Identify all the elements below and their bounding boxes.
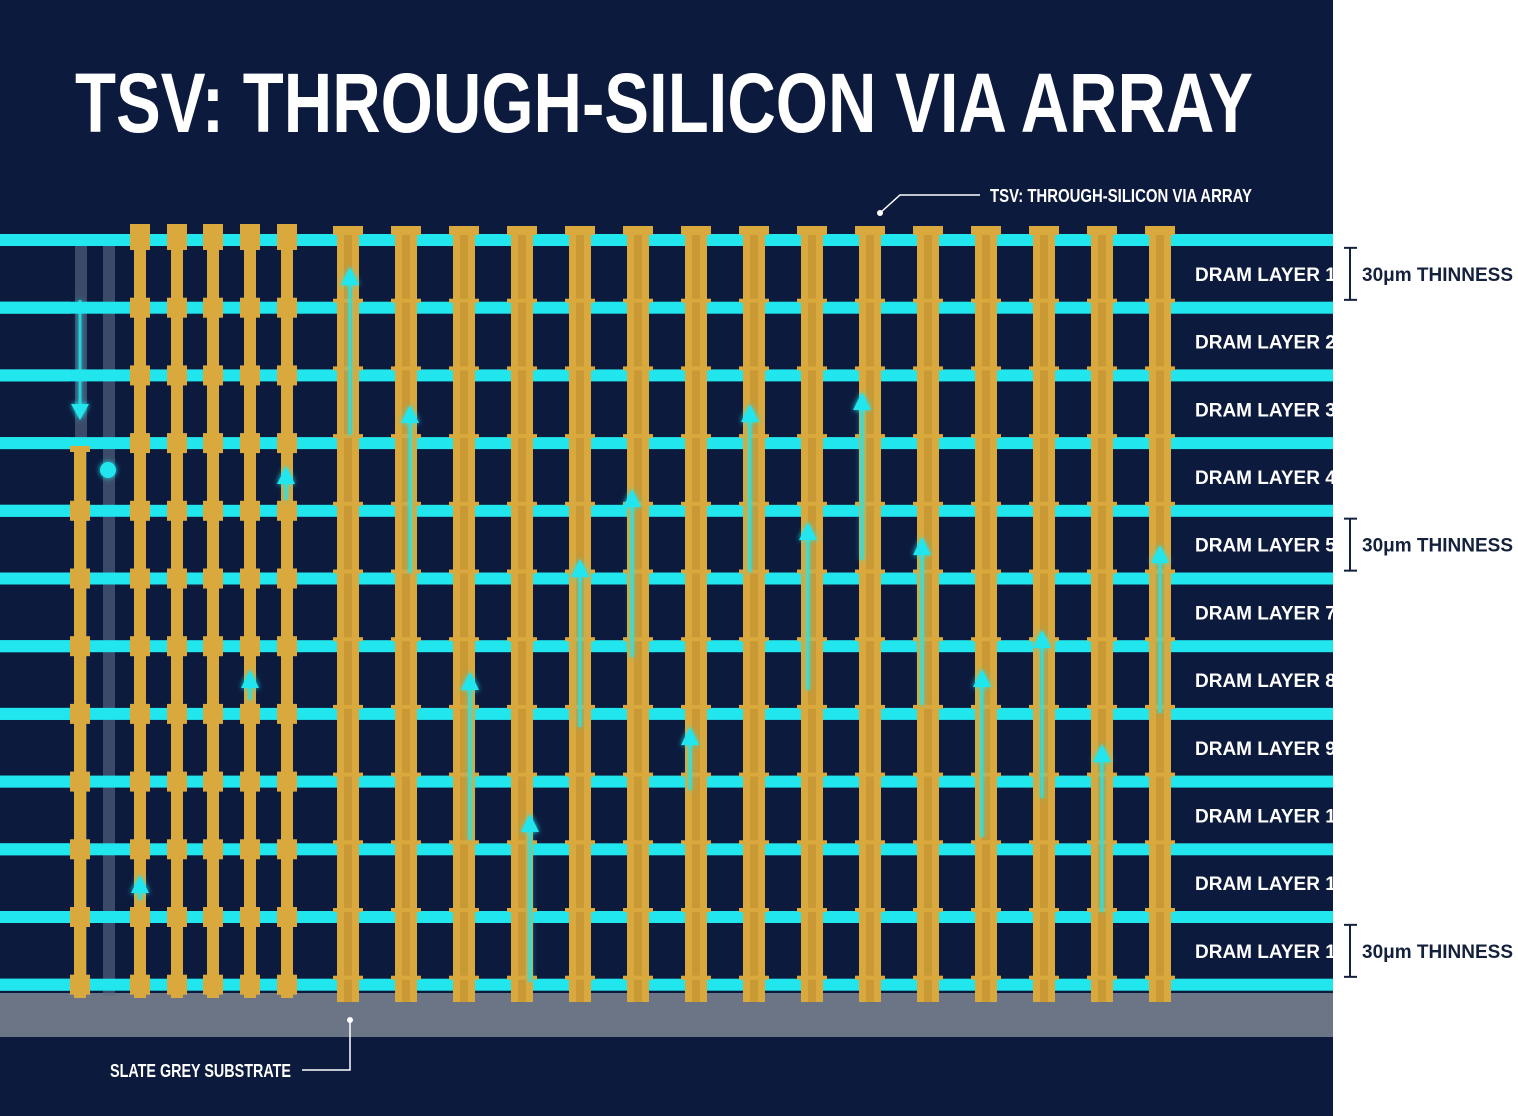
layer-label-bg	[1180, 518, 1333, 571]
thinness-annotation: 30μm THINNESS	[1344, 517, 1513, 572]
interconnect-line	[0, 437, 1333, 450]
signal-arrow-up-icon	[853, 392, 871, 560]
interconnect-line	[0, 978, 1333, 991]
interconnect-line	[0, 369, 1333, 382]
signal-node-icon	[100, 462, 116, 478]
signal-arrow-up-icon	[1033, 630, 1051, 798]
signal-arrow-up-icon	[521, 814, 539, 982]
tsv-via	[855, 226, 885, 1002]
layer-label: DRAM LAYER 2	[1195, 333, 1336, 354]
thinness-annotation: 30μm THINNESS	[1344, 923, 1513, 978]
page-title: TSV: THROUGH-SILICON VIA ARRAY	[75, 56, 1253, 150]
signal-arrow-up-icon	[241, 670, 259, 700]
thinness-label: 30μm THINNESS	[1362, 536, 1513, 557]
layer-label-bg	[1180, 450, 1333, 503]
tsv-array-callout-label: TSV: THROUGH-SILICON VIA ARRAY	[990, 186, 1252, 206]
layer-label-bg	[1180, 721, 1333, 774]
thinness-label: 30μm THINNESS	[1362, 265, 1513, 286]
signal-arrow-up-icon	[681, 727, 699, 790]
tsv-via	[971, 226, 1001, 1002]
tsv-via	[1029, 226, 1059, 1002]
substrate	[0, 993, 1333, 1037]
tsv-via	[449, 226, 479, 1002]
layer-label-bg	[1180, 857, 1333, 910]
layer-label: DRAM LAYER 4	[1195, 468, 1336, 489]
thinness-label: 30μm THINNESS	[1362, 942, 1513, 963]
signal-arrow-up-icon	[799, 522, 817, 690]
signal-arrow-up-icon	[401, 405, 419, 573]
layer-label: DRAM LAYER 9	[1195, 739, 1336, 760]
interconnect-line	[0, 775, 1333, 788]
layer-label: DRAM LAYER 8	[1195, 671, 1336, 692]
small-tsv	[277, 224, 297, 998]
interconnect-line	[0, 234, 1333, 246]
layer-label: DRAM LAYER 7	[1195, 603, 1336, 624]
interconnect-line	[0, 911, 1333, 923]
tsv-via	[739, 226, 769, 1002]
layer-label: DRAM LAYER 3	[1195, 400, 1336, 421]
tsv-array-callout: TSV: THROUGH-SILICON VIA ARRAY	[877, 186, 1252, 216]
small-tsv	[130, 224, 150, 998]
layer-label-bg	[1180, 789, 1333, 842]
substrate-callout-label: SLATE GREY SUBSTRATE	[110, 1061, 291, 1081]
layer-label: DRAM LAYER 5	[1195, 536, 1336, 557]
signal-arrow-up-icon	[341, 267, 359, 435]
interconnect-line	[0, 843, 1333, 856]
layer-label-bg	[1180, 247, 1333, 300]
layer-label-bg	[1180, 383, 1333, 436]
tsv-via	[797, 226, 827, 1002]
small-tsv	[240, 224, 260, 998]
small-tsv	[70, 446, 90, 998]
interconnect-line	[0, 707, 1333, 720]
tsv-via	[391, 226, 421, 1002]
layer-label-bg	[1180, 586, 1333, 639]
substrate-callout: SLATE GREY SUBSTRATE	[110, 1017, 353, 1081]
signal-arrow-up-icon	[741, 404, 759, 572]
layer-label-bg	[1180, 315, 1333, 368]
signal-arrow-up-icon	[1151, 545, 1169, 713]
signal-arrow-up-icon	[913, 537, 931, 705]
interconnect-line	[0, 504, 1333, 517]
interconnect-line	[0, 640, 1333, 653]
signal-arrow-up-icon	[571, 559, 589, 727]
small-tsv	[167, 224, 187, 998]
interconnect-line	[0, 301, 1333, 314]
tsv-via	[913, 226, 943, 1002]
signal-arrow-up-icon	[461, 672, 479, 840]
tsv-via	[507, 226, 537, 1002]
layer-label: DRAM LAYER 10	[1195, 806, 1346, 827]
signal-arrow-up-icon	[1093, 744, 1111, 912]
small-tsv	[203, 224, 223, 998]
tsv-via	[623, 226, 653, 1002]
layer-label: DRAM LAYER 1	[1195, 265, 1336, 286]
signal-arrow-up-icon	[131, 875, 149, 900]
tsv-via	[333, 226, 363, 1002]
signal-arrow-up-icon	[623, 489, 641, 657]
layer-label-bg	[1180, 924, 1333, 977]
thinness-annotation: 30μm THINNESS	[1344, 246, 1513, 301]
signal-arrow-up-icon	[973, 669, 991, 837]
layer-label-bg	[1180, 654, 1333, 707]
interconnect-line	[0, 572, 1333, 585]
inactive-via	[103, 246, 115, 996]
tsv-via	[681, 226, 711, 1002]
signal-arrow-down-icon	[71, 300, 89, 420]
layer-label: DRAM LAYER 12	[1195, 942, 1346, 963]
layer-label: DRAM LAYER 11	[1195, 874, 1346, 895]
signal-arrow-up-icon	[277, 466, 295, 500]
